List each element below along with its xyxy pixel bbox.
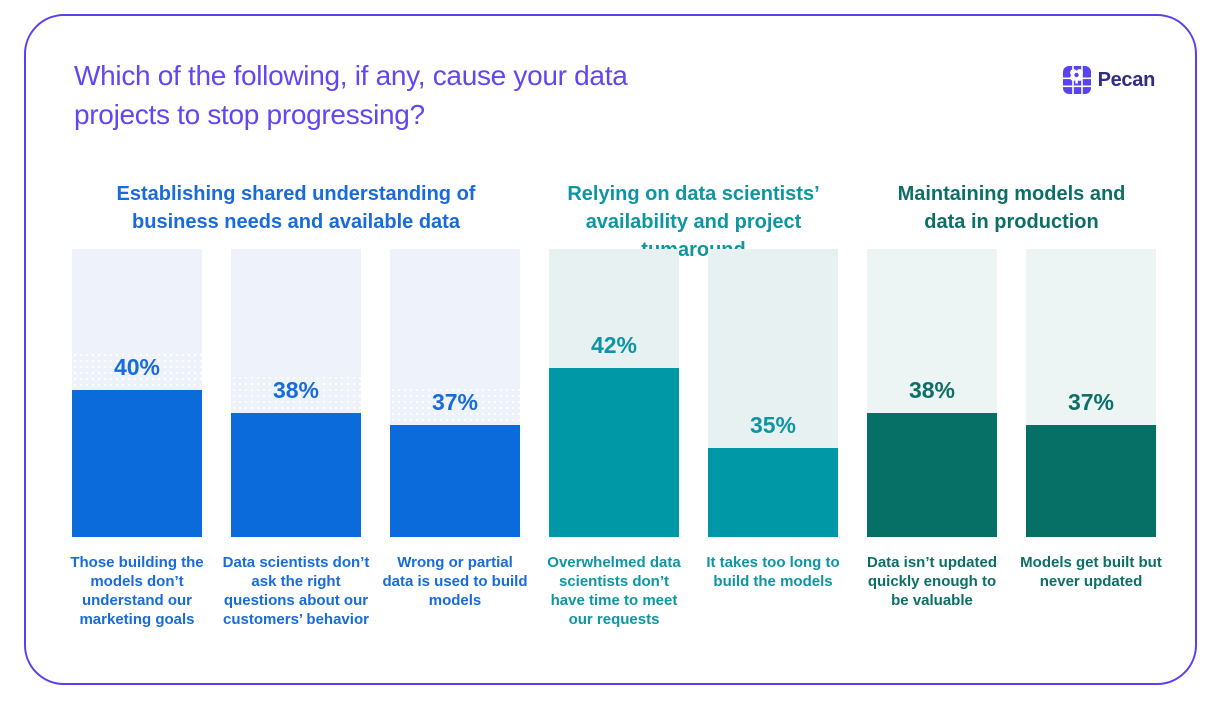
bar-track: 37% xyxy=(390,249,520,537)
bar-category-label: It takes too long to build the models xyxy=(706,554,840,590)
bar-track: 40% xyxy=(72,249,202,537)
bar-category-label: Wrong or partial data is used to build m… xyxy=(382,554,528,609)
bar-value-label: 37% xyxy=(1067,389,1115,415)
chart-bars: 40% Those building the models don’t under… xyxy=(70,249,1162,629)
bar-value-label: 40% xyxy=(113,354,161,380)
bar-column: 37% Wrong or partial data is used to buil… xyxy=(382,249,528,629)
bar-fill xyxy=(231,413,361,537)
bar-track: 35% xyxy=(708,249,838,537)
bar-category-label: Those building the models don’t understa… xyxy=(70,554,204,628)
bar-track: 42% xyxy=(549,249,679,537)
bar-fill xyxy=(549,368,679,537)
dot-texture-band xyxy=(231,375,361,413)
bar-value-label: 35% xyxy=(749,412,797,438)
group-header-label: Maintaining models and data in productio… xyxy=(897,183,1126,233)
bar-category-label: Models get built but never updated xyxy=(1020,554,1162,590)
page-title: Which of the following, if any, cause yo… xyxy=(74,60,628,130)
bar-fill xyxy=(708,448,838,537)
bar-column: 38% Data isn’t updated quickly enough to … xyxy=(867,249,997,629)
bar-column: 38% Data scientists don’t ask the right q… xyxy=(223,249,369,629)
pecan-logo-icon xyxy=(1062,66,1091,94)
bar-fill xyxy=(867,413,997,537)
bar-column: 35% It takes too long to build the models xyxy=(706,249,840,629)
bar-category-label: Data isn’t updated quickly enough to be … xyxy=(866,554,997,609)
infographic-card: Which of the following, if any, cause yo… xyxy=(24,14,1197,685)
pecan-logo: Pecan xyxy=(1062,66,1156,94)
bar-value-label: 37% xyxy=(431,389,479,415)
bar-track: 37% xyxy=(1026,249,1156,537)
bar-track: 38% xyxy=(231,249,361,537)
group-header-label: Establishing shared understanding of bus… xyxy=(116,183,476,233)
bar-column: 42% Overwhelmed data scientists don’t hav… xyxy=(547,249,681,629)
bar-column: 40% Those building the models don’t under… xyxy=(70,249,204,629)
bar-value-label: 42% xyxy=(590,332,638,358)
bar-fill xyxy=(72,390,202,537)
bar-value-label: 38% xyxy=(272,377,320,403)
pecan-logo-wordmark: Pecan xyxy=(1097,68,1156,91)
group-header-1: Establishing shared understanding of bus… xyxy=(72,180,520,264)
bar-category-label: Data scientists don’t ask the right ques… xyxy=(222,554,370,628)
bar-track: 38% xyxy=(867,249,997,537)
dot-texture-band xyxy=(72,352,202,390)
bar-fill xyxy=(1026,425,1156,537)
bar-category-label: Overwhelmed data scientists don’t have t… xyxy=(547,554,681,628)
bar-value-label: 38% xyxy=(908,377,956,403)
bar-column: 37% Models get built but never updated xyxy=(1020,249,1162,629)
bar-fill xyxy=(390,425,520,537)
dot-texture-band xyxy=(390,387,520,425)
group-header-3: Maintaining models and data in productio… xyxy=(867,180,1156,264)
